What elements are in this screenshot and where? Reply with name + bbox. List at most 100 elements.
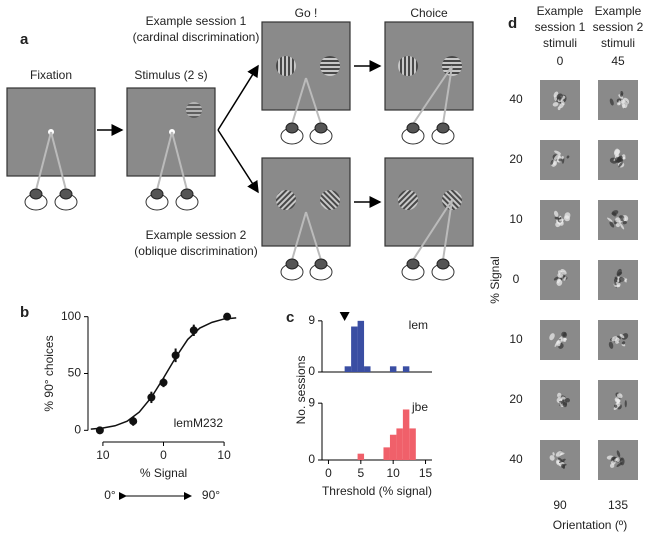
threshold-marker [339, 312, 350, 321]
noise-blob [608, 341, 614, 349]
gaze-line [50, 131, 67, 191]
axis-label: % Signal [488, 256, 502, 303]
noise-blob [559, 400, 562, 403]
x-tick-label: 10 [96, 448, 110, 462]
row-label: 20 [509, 152, 523, 166]
fit-curve [90, 317, 237, 430]
grating [320, 190, 340, 210]
bar [344, 366, 352, 372]
noise-blob [561, 463, 565, 468]
gaze-line [156, 131, 173, 191]
data-point [129, 417, 138, 426]
pupil [59, 188, 73, 200]
noise-blob [620, 99, 625, 104]
row-label: 20 [509, 392, 523, 406]
column-header: stimuli [601, 36, 635, 50]
noise-blob [623, 217, 627, 221]
noise-blob [622, 220, 627, 225]
noise-blob [616, 462, 623, 467]
noise-blob [553, 276, 559, 281]
arrow [217, 129, 259, 194]
orientation-label: 45 [611, 54, 625, 68]
noise-blob [554, 340, 559, 347]
x-tick-label: 15 [419, 466, 433, 480]
annotation: lem [409, 318, 428, 332]
column-header: stimuli [543, 36, 577, 50]
y-tick-label: 0 [308, 364, 315, 378]
y-tick-label: 50 [68, 366, 82, 380]
bar [364, 366, 371, 372]
bar [383, 447, 390, 460]
y-tick-label: 9 [308, 313, 315, 327]
y-axis-label: No. sessions [294, 356, 308, 425]
noise-blob [609, 221, 615, 228]
noise-blob [550, 159, 554, 165]
gaze-line [412, 199, 453, 261]
noise-blob [607, 217, 613, 222]
noise-blob [617, 271, 623, 276]
noise-blob [563, 337, 567, 341]
direction-label: 90° [202, 488, 220, 502]
noise-blob [561, 156, 564, 159]
gaze-line [171, 131, 188, 191]
noise-blob [560, 269, 567, 275]
noise-blob [549, 333, 555, 341]
stage-label: Choice [410, 6, 448, 20]
pupil [29, 188, 43, 200]
arrows [97, 60, 382, 208]
pupil [436, 122, 450, 134]
row-label: 10 [509, 332, 523, 346]
orientation-label: 0 [557, 54, 564, 68]
data-point [189, 326, 198, 335]
pupil [285, 122, 299, 134]
row-label: 40 [509, 452, 523, 466]
grating [276, 190, 296, 210]
noise-blob [559, 216, 562, 220]
noise-blob [614, 284, 621, 288]
stage-label: Go ! [295, 6, 318, 20]
noise-blob [561, 396, 566, 400]
column-header: Example [595, 4, 642, 18]
grating [398, 56, 418, 76]
noise-blob [555, 451, 563, 457]
pupil [150, 188, 164, 200]
row-label: 40 [509, 92, 523, 106]
x-tick-label: 10 [386, 466, 400, 480]
noise-blob [617, 102, 621, 106]
noise-blob [621, 341, 626, 345]
orientation-label: 90 [553, 498, 567, 512]
stage-label: Stimulus (2 s) [134, 68, 207, 82]
y-tick-label: 9 [308, 395, 315, 409]
session-label: Example session 1 [146, 14, 247, 28]
noise-blob [558, 458, 566, 464]
x-tick-label: 5 [357, 466, 364, 480]
noise-blob [554, 95, 558, 102]
annotation: jbe [411, 400, 428, 414]
gaze-line [35, 131, 52, 191]
noise-blob [615, 223, 620, 228]
grating [276, 56, 296, 76]
y-tick-label: 100 [61, 309, 81, 323]
column-header: Example [537, 4, 584, 18]
noise-blob [616, 450, 621, 458]
session-label: (cardinal discrimination) [133, 30, 260, 44]
gaze-line [305, 77, 322, 125]
data-point [147, 393, 156, 402]
bar [389, 434, 397, 460]
pupil [406, 122, 420, 134]
noise-blob [614, 458, 618, 462]
session-label: (oblique discrimination) [134, 244, 257, 258]
noise-blob [609, 98, 614, 106]
panel-label: a [20, 31, 29, 48]
y-tick-label: 0 [308, 452, 315, 466]
noise-blob [556, 93, 563, 100]
panel-label: d [508, 15, 517, 32]
noise-blob [621, 343, 626, 347]
pupil [285, 258, 299, 270]
noise-blob [557, 392, 562, 398]
pupil [436, 258, 450, 270]
noise-blob [612, 212, 617, 217]
noise-blob [552, 452, 555, 456]
